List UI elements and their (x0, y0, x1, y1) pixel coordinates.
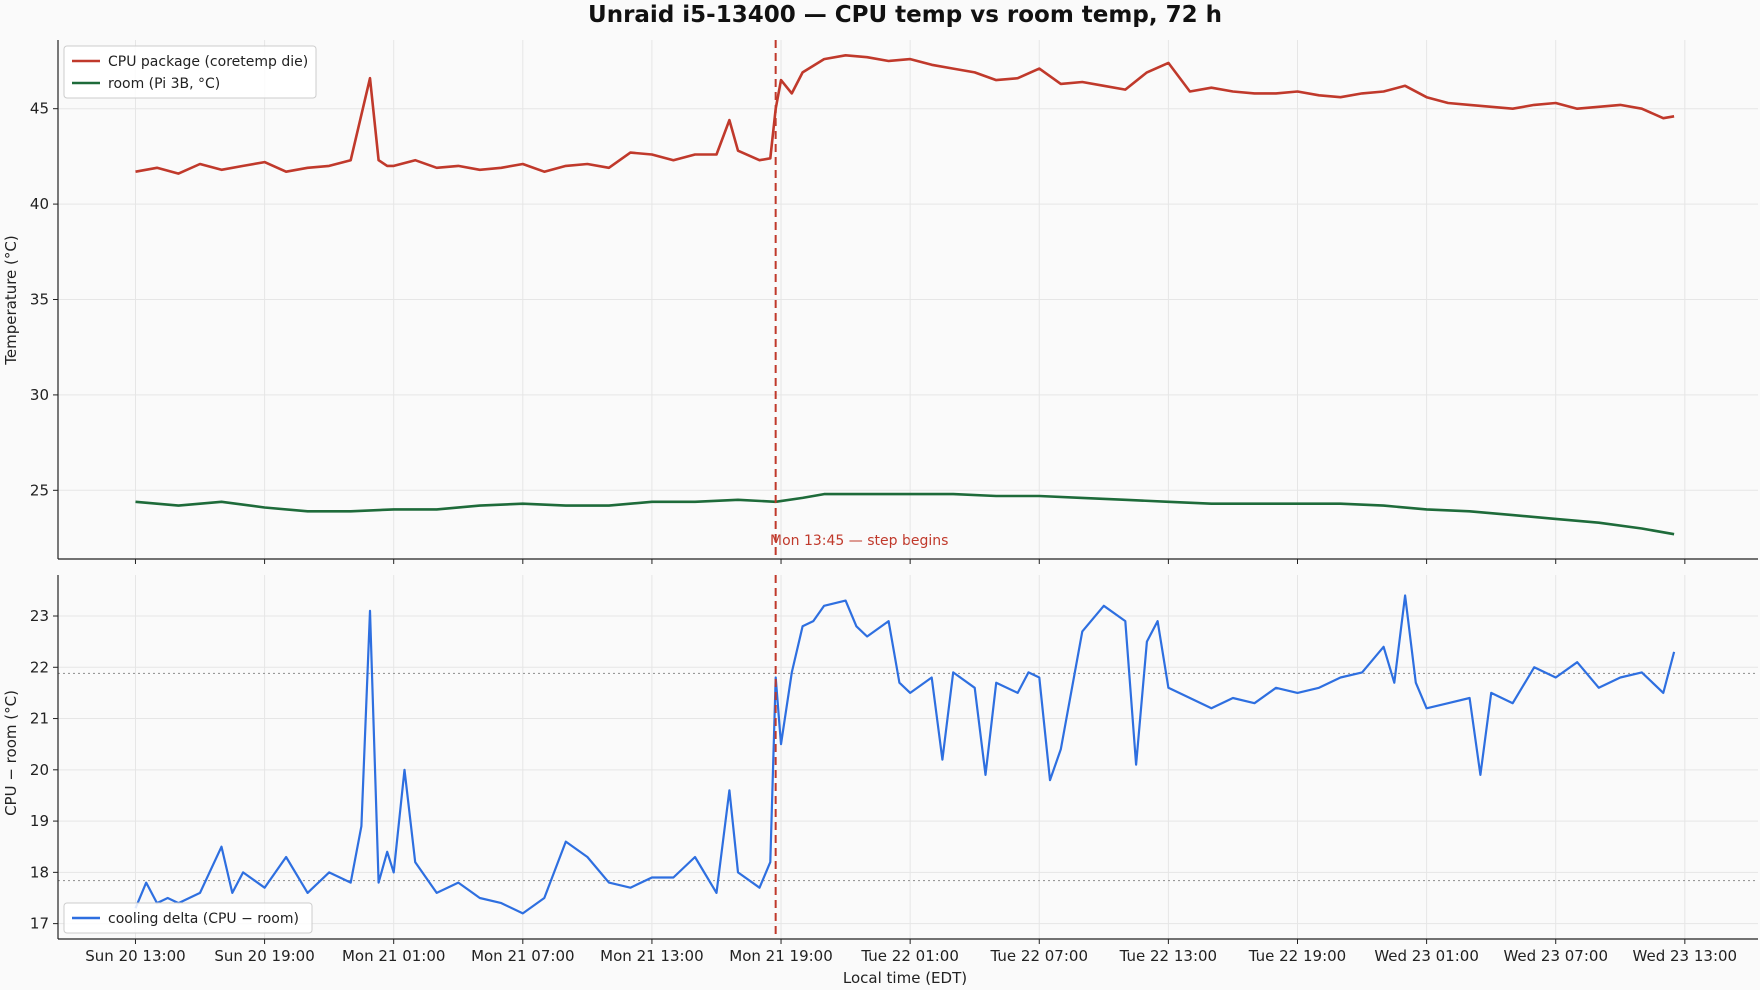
legend-box (63, 45, 317, 99)
x-tick-label: Tue 22 01:00 (860, 947, 958, 965)
x-tick-label: Sun 20 13:00 (85, 947, 185, 965)
x-tick-label: Mon 21 13:00 (600, 947, 703, 965)
x-tick-label: Mon 21 19:00 (729, 947, 832, 965)
y-tick-label: 45 (30, 100, 49, 118)
y-tick-label: 18 (30, 863, 49, 881)
x-tick-label: Wed 23 01:00 (1374, 947, 1479, 965)
x-tick-label: Tue 22 19:00 (1248, 947, 1346, 965)
y-tick-label: 22 (30, 658, 49, 676)
legend: cooling delta (CPU − room) (63, 902, 313, 934)
series-line-2 (135, 492, 1675, 536)
chart-title: Unraid i5-13400 — CPU temp vs room temp,… (588, 2, 1222, 28)
y-tick-label: 30 (30, 386, 49, 404)
x-tick-label: Mon 21 01:00 (342, 947, 445, 965)
x-axis-label: Local time (EDT) (843, 969, 967, 987)
x-tick-label: Sun 20 19:00 (214, 947, 314, 965)
y-tick-label: 17 (30, 915, 49, 933)
y-tick-label: 40 (30, 195, 49, 213)
panel-delta: 17 18 19 20 21 22 23 Sun 20 13:00 Sun 20 19:00 Mo… (30, 575, 1758, 965)
legend-entry: room (Pi 3B, °C) (108, 76, 220, 92)
legend-entry: cooling delta (CPU − room) (108, 911, 299, 927)
legend: CPU package (coretemp die) room (Pi 3B, °… (63, 45, 317, 99)
series-line-1 (135, 53, 1675, 175)
bottom-y-axis-label: CPU − room (°C) (2, 690, 20, 816)
x-tick-label: Mon 21 07:00 (471, 947, 574, 965)
top-y-axis-label: Temperature (°C) (2, 235, 20, 365)
x-tick-label: Wed 23 13:00 (1633, 947, 1738, 965)
y-tick-label: 23 (30, 607, 49, 625)
x-tick-label: Tue 22 13:00 (1119, 947, 1217, 965)
y-tick-label: 19 (30, 812, 49, 830)
legend-entry: CPU package (coretemp die) (108, 54, 308, 70)
y-tick-label: 20 (30, 761, 49, 779)
step-annotation: Mon 13:45 — step begins (770, 533, 948, 549)
legend-box (63, 902, 313, 934)
y-tick-label: 35 (30, 291, 49, 309)
y-tick-label: 21 (30, 710, 49, 728)
panel-temperature: 25 30 35 40 45 CPU package (coretemp die) room… (30, 40, 1758, 564)
x-tick-label: Tue 22 07:00 (990, 947, 1088, 965)
y-tick-label: 25 (30, 481, 49, 499)
x-tick-label: Wed 23 07:00 (1503, 947, 1608, 965)
series-line-1 (134, 594, 1676, 915)
